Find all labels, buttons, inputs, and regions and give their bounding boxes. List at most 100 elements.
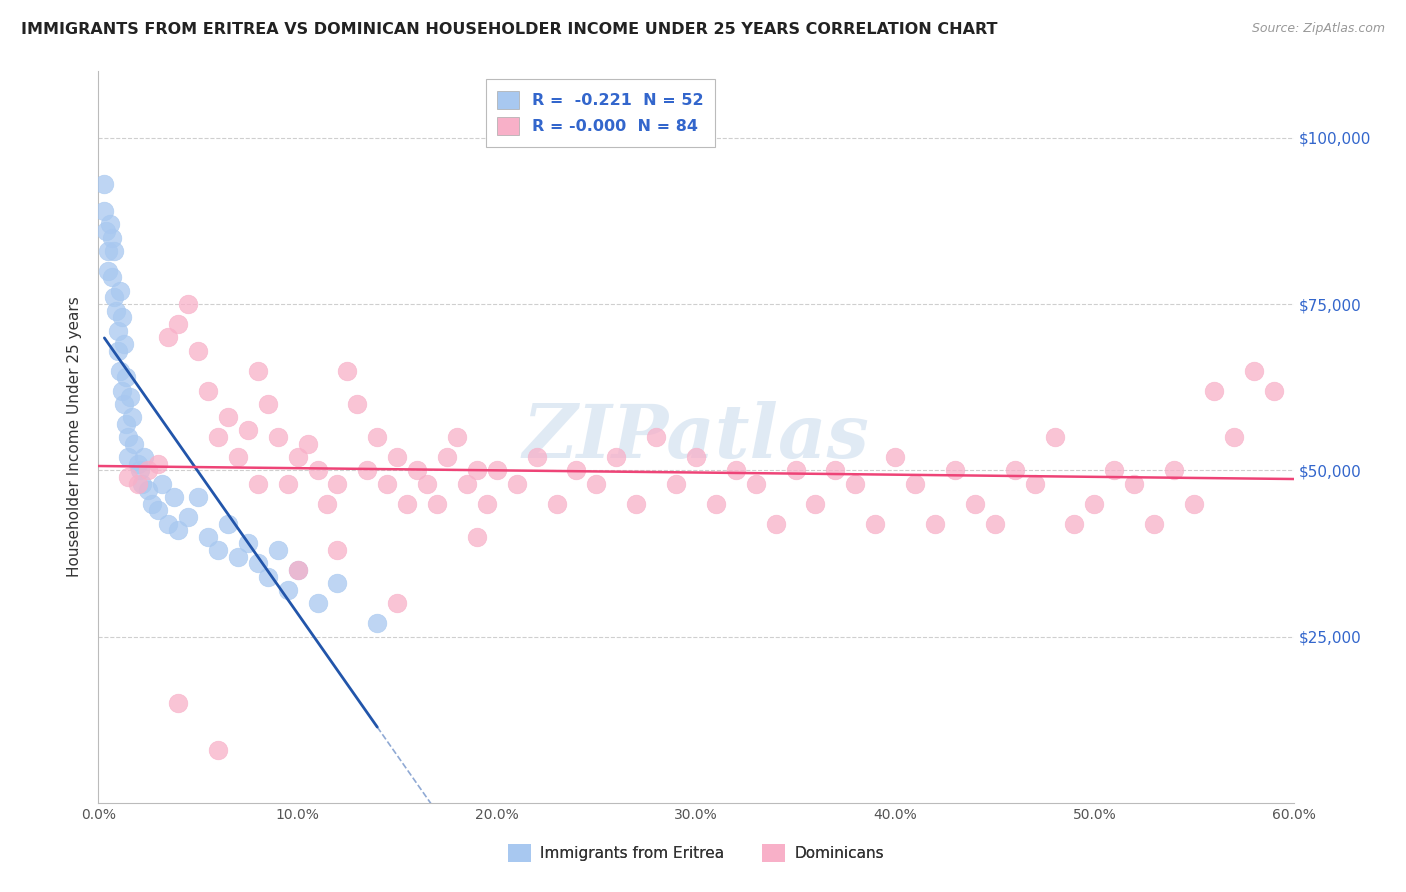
Point xyxy=(385,596,409,610)
Point xyxy=(506,476,529,491)
Point xyxy=(117,450,139,464)
Point xyxy=(157,330,180,344)
Point xyxy=(287,450,309,464)
Point xyxy=(446,430,468,444)
Point xyxy=(141,497,163,511)
Point xyxy=(785,463,807,477)
Point xyxy=(406,463,429,477)
Point xyxy=(1263,384,1285,398)
Point xyxy=(150,476,173,491)
Point xyxy=(110,284,132,298)
Point xyxy=(316,497,339,511)
Point xyxy=(226,549,249,564)
Point xyxy=(112,337,135,351)
Point xyxy=(207,430,229,444)
Point xyxy=(884,450,907,464)
Point xyxy=(804,497,827,511)
Point xyxy=(207,543,229,558)
Point xyxy=(307,463,329,477)
Legend: Immigrants from Eritrea, Dominicans: Immigrants from Eritrea, Dominicans xyxy=(502,838,890,868)
Point xyxy=(326,476,349,491)
Point xyxy=(1004,463,1026,477)
Point xyxy=(246,363,269,377)
Point xyxy=(98,217,122,231)
Point xyxy=(585,476,607,491)
Text: IMMIGRANTS FROM ERITREA VS DOMINICAN HOUSEHOLDER INCOME UNDER 25 YEARS CORRELATI: IMMIGRANTS FROM ERITREA VS DOMINICAN HOU… xyxy=(21,22,998,37)
Point xyxy=(336,363,359,377)
Point xyxy=(436,450,458,464)
Point xyxy=(475,497,498,511)
Point xyxy=(1143,516,1166,531)
Point xyxy=(1083,497,1105,511)
Point xyxy=(127,476,149,491)
Point xyxy=(844,476,866,491)
Point xyxy=(963,497,986,511)
Point xyxy=(326,576,349,591)
Point xyxy=(117,430,139,444)
Point xyxy=(356,463,378,477)
Point xyxy=(226,450,249,464)
Point xyxy=(121,410,143,425)
Point xyxy=(129,463,152,477)
Point xyxy=(101,270,124,285)
Point xyxy=(107,343,129,358)
Point xyxy=(115,417,138,431)
Point xyxy=(366,430,388,444)
Point xyxy=(685,450,707,464)
Text: Source: ZipAtlas.com: Source: ZipAtlas.com xyxy=(1251,22,1385,36)
Point xyxy=(163,490,186,504)
Point xyxy=(134,450,156,464)
Point xyxy=(246,557,269,571)
Point xyxy=(1123,476,1146,491)
Point xyxy=(924,516,946,531)
Point xyxy=(267,430,290,444)
Point xyxy=(396,497,419,511)
Point xyxy=(904,476,927,491)
Point xyxy=(115,370,138,384)
Point xyxy=(485,463,508,477)
Point xyxy=(1043,430,1066,444)
Point xyxy=(167,523,190,537)
Point xyxy=(1182,497,1205,511)
Point xyxy=(131,476,153,491)
Point xyxy=(217,516,239,531)
Point xyxy=(120,390,142,404)
Point xyxy=(111,310,134,325)
Point xyxy=(167,696,190,710)
Point xyxy=(136,483,159,498)
Point xyxy=(765,516,787,531)
Point xyxy=(277,582,299,597)
Point xyxy=(136,463,159,477)
Point xyxy=(101,230,124,244)
Point xyxy=(526,450,548,464)
Point xyxy=(626,497,648,511)
Point xyxy=(93,204,115,219)
Point xyxy=(943,463,966,477)
Point xyxy=(326,543,349,558)
Point xyxy=(565,463,588,477)
Point xyxy=(724,463,747,477)
Point xyxy=(307,596,329,610)
Text: ZIPatlas: ZIPatlas xyxy=(523,401,869,474)
Point xyxy=(645,430,668,444)
Point xyxy=(103,244,125,258)
Point xyxy=(236,424,259,438)
Point xyxy=(1243,363,1265,377)
Point xyxy=(416,476,439,491)
Point xyxy=(1024,476,1046,491)
Point xyxy=(124,436,146,450)
Point xyxy=(197,530,219,544)
Point xyxy=(96,224,118,238)
Point xyxy=(111,384,134,398)
Point xyxy=(665,476,688,491)
Point xyxy=(105,303,128,318)
Point xyxy=(546,497,568,511)
Point xyxy=(1063,516,1085,531)
Point xyxy=(297,436,319,450)
Point xyxy=(256,570,278,584)
Point xyxy=(456,476,478,491)
Point xyxy=(217,410,239,425)
Point xyxy=(236,536,259,550)
Point xyxy=(97,264,120,278)
Point xyxy=(107,324,129,338)
